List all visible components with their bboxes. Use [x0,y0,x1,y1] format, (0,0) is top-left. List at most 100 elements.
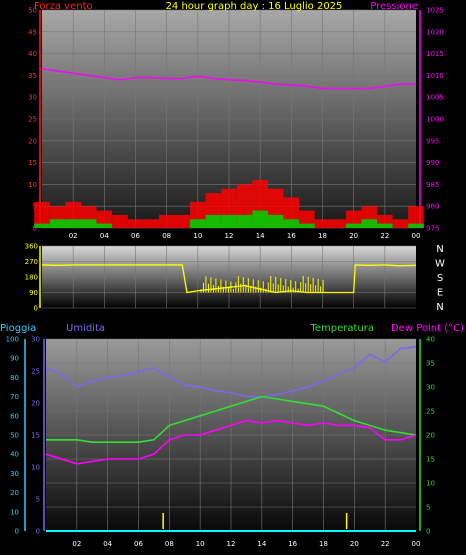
temperatura-line [46,395,417,444]
x-tick-label: 16 [288,540,297,548]
temperature-tick-label: 40 [426,336,435,344]
rain-tick-label: 80 [10,374,19,382]
pressure-tick-label: 995 [426,137,439,145]
humidity-tick-label: 15 [31,432,40,440]
humidity-tick-label: 30 [31,336,40,344]
humidity-axis-title: Umidita [66,323,105,334]
media-bar [283,219,300,228]
raffica-bar [112,214,128,228]
wind-tick-label: 0 [33,225,37,233]
rain-tick-label: 60 [10,412,19,420]
pressure-tick-label: 985 [426,181,439,189]
humidity-tick-label: 5 [36,496,40,504]
rain-tick-label: 90 [10,355,19,363]
raffica-bar [408,206,424,228]
x-tick-label: 02 [69,232,78,240]
x-tick-label: 02 [72,540,81,548]
raffica-bar [330,219,346,228]
x-tick-label: 10 [196,540,205,548]
compass-label: S [437,273,443,284]
raffica-bar [127,219,144,228]
raffica-bar [314,219,331,228]
x-tick-label: 20 [349,232,358,240]
x-tick-label: 12 [227,540,236,548]
wind-tick-label: 10 [28,181,37,189]
x-tick-label: 16 [287,232,296,240]
wind-tick-label: 35 [28,72,37,80]
media-bar [96,223,113,228]
direction-tick-label: 360 [25,243,38,251]
x-tick-label: 18 [318,232,327,240]
media-bar [236,214,253,228]
media-bar [361,219,378,228]
pressure-tick-label: 990 [426,159,439,167]
pressure-tick-label: 1020 [426,28,444,36]
temperature-tick-label: 5 [426,504,430,512]
raffica-bar [34,201,50,228]
x-tick-label: 06 [131,232,140,240]
temperature-tick-label: 10 [426,480,435,488]
media-bar [34,223,50,228]
direction-variability [200,275,324,293]
x-tick-label: 08 [165,540,174,548]
rain-tick-label: 40 [10,451,19,459]
rain-tick-label: 10 [10,508,19,516]
x-tick-label: 04 [103,540,112,548]
x-tick-label: 06 [134,540,143,548]
pressure-tick-label: 1000 [426,116,444,124]
pressure-tick-label: 975 [426,225,439,233]
temperature-tick-label: 20 [426,432,435,440]
x-tick-label: 10 [193,232,202,240]
raffica-bar [392,219,409,228]
rain-axis-title: Pioggia [0,323,36,334]
wind-tick-label: 40 [28,50,37,58]
rain-tick-label: 70 [10,393,19,401]
dewpoint-axis-title: Dew Point (°C) [391,323,464,334]
direction-tick-label: 0 [34,305,38,313]
x-tick-label: 12 [225,232,234,240]
pressure-tick-label: 1005 [426,94,444,102]
media-bar [267,214,284,228]
media-bar [252,210,268,228]
rain-tick-label: 50 [10,432,19,440]
wind-tick-label: 30 [28,94,37,102]
temperature-tick-label: 0 [426,528,430,536]
x-tick-label: 22 [381,540,390,548]
media-bar [345,223,362,228]
humidity-tick-label: 25 [31,368,40,376]
temperature-tick-label: 25 [426,408,435,416]
raffica-bar [143,219,159,228]
media-bar [190,219,206,228]
media-bar [299,223,315,228]
pressure-tick-label: 1015 [426,50,444,58]
chart-title: 24 hour graph day : 16 Luglio 2025 [166,1,343,12]
x-tick-label: 08 [162,232,171,240]
rain-tick-label: 30 [10,470,19,478]
raffica-bar [174,214,191,228]
direction-tick-label: 90 [29,289,38,297]
wind-tick-label: 45 [28,28,37,36]
temperature-tick-label: 35 [426,360,435,368]
pressure-tick-label: 1010 [426,72,444,80]
direction-tick-label: 180 [25,274,38,282]
rain-tick-label: 20 [10,489,19,497]
media-bar [205,214,222,228]
compass-label: E [437,288,443,299]
media-series [34,210,424,228]
media-bar [377,223,393,228]
compass-label: N [436,244,443,255]
temperature-tick-label: 30 [426,384,435,392]
umidita-line [45,345,417,398]
pressure-tick-label: 1025 [426,7,444,15]
dew-point-line [45,419,417,465]
rain-tick-label: 0 [15,528,19,536]
media-bar [408,223,424,228]
humidity-tick-label: 0 [36,528,40,536]
x-tick-label: 18 [319,540,328,548]
direction-tick-label: 270 [25,258,38,266]
temperature-tick-label: 15 [426,456,435,464]
compass-label: N [436,302,443,313]
pressure-axis-title: Pressione [370,1,418,12]
media-bar [221,214,237,228]
x-tick-label: 14 [256,232,265,240]
